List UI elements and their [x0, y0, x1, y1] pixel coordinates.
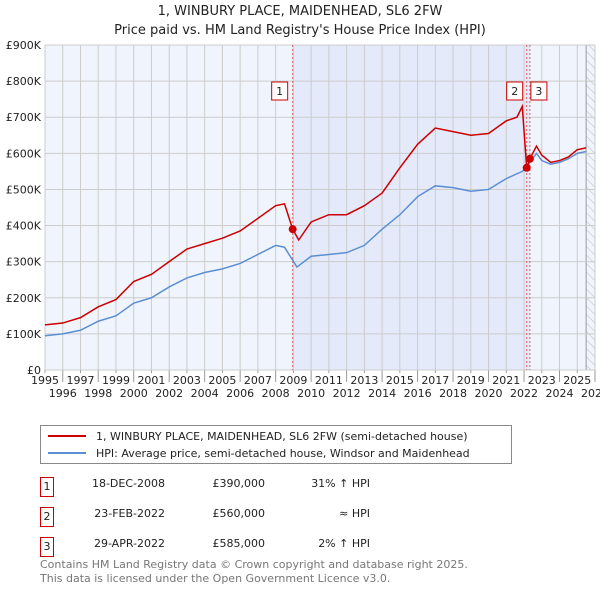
y-tick-label: £200K [6, 292, 42, 305]
transaction-number: 2 [40, 507, 54, 527]
x-tick-label: 2017 [421, 374, 449, 387]
x-tick-label: 2008 [262, 387, 290, 400]
y-tick-label: £300K [6, 256, 42, 269]
x-tick-label: 1997 [66, 374, 94, 387]
x-tick-label: 1998 [84, 387, 112, 400]
hpi-line [44, 150, 587, 337]
x-tick-label: 2026 [581, 387, 600, 400]
transaction-hpi: ≈ HPI [339, 507, 370, 520]
transaction-date: 23-FEB-2022 [94, 507, 165, 520]
x-tick-label: 2003 [173, 374, 201, 387]
transaction-label: 3 [535, 85, 542, 98]
x-tick-label: 2000 [120, 387, 148, 400]
legend-label: 1, WINBURY PLACE, MAIDENHEAD, SL6 2FW (s… [96, 429, 468, 443]
x-tick-label: 2004 [191, 387, 219, 400]
x-tick-label: 1999 [102, 374, 130, 387]
transaction-price: £390,000 [212, 477, 266, 490]
x-tick-label: 2011 [315, 374, 343, 387]
transaction-number: 1 [40, 477, 54, 497]
title-line-1: 1, WINBURY PLACE, MAIDENHEAD, SL6 2FW [157, 4, 443, 19]
transaction-row: 3 29-APR-2022 £585,000 2% ↑ HPI [40, 537, 380, 557]
y-tick-label: £900K [6, 39, 42, 52]
forecast-hatch [586, 45, 595, 370]
shaded-ownership-range [292, 45, 530, 370]
legend-label: HPI: Average price, semi-detached house,… [96, 446, 470, 460]
transaction-row: 1 18-DEC-2008 £390,000 31% ↑ HPI [40, 477, 380, 497]
x-tick-label: 2018 [439, 387, 467, 400]
transaction-price: £585,000 [212, 537, 266, 550]
legend: 1, WINBURY PLACE, MAIDENHEAD, SL6 2FW (s… [40, 425, 512, 464]
y-tick-label: £400K [6, 220, 42, 233]
y-tick-label: £0 [27, 364, 41, 377]
footer-line: Contains HM Land Registry data © Crown c… [40, 558, 468, 571]
transaction-label: 2 [511, 85, 518, 98]
x-tick-label: 2010 [297, 387, 325, 400]
x-tick-label: 1995 [31, 374, 59, 387]
y-tick-label: £700K [6, 111, 42, 124]
footer: Contains HM Land Registry data © Crown c… [40, 558, 468, 586]
transaction-date: 29-APR-2022 [93, 537, 165, 550]
x-tick-label: 2023 [528, 374, 556, 387]
y-tick-label: £800K [6, 75, 42, 88]
x-tick-label: 2020 [475, 387, 503, 400]
y-tick-label: £100K [6, 328, 42, 341]
x-tick-label: 2021 [492, 374, 520, 387]
title-line-2: Price paid vs. HM Land Registry's House … [114, 23, 486, 38]
transaction-point [525, 154, 534, 163]
transaction-hpi: 2% ↑ HPI [318, 537, 370, 550]
x-tick-label: 2002 [155, 387, 183, 400]
legend-swatch [48, 452, 86, 454]
x-tick-label: 2009 [279, 374, 307, 387]
transaction-label-box [530, 81, 548, 101]
transaction-date: 18-DEC-2008 [91, 477, 165, 490]
x-tick-label: 2019 [457, 374, 485, 387]
transaction-label-box [271, 81, 289, 101]
y-tick-label: £600K [6, 147, 42, 160]
transaction-label-box [506, 81, 524, 101]
legend-item-hpi: HPI: Average price, semi-detached house,… [48, 445, 470, 461]
transaction-point [522, 163, 531, 172]
x-tick-label: 2001 [137, 374, 165, 387]
x-tick-label: 2012 [333, 387, 361, 400]
transaction-label: 1 [276, 85, 283, 98]
transaction-point [288, 225, 297, 234]
x-tick-label: 2022 [510, 387, 538, 400]
transaction-hpi: 31% ↑ HPI [311, 477, 370, 490]
legend-swatch [48, 435, 86, 437]
x-tick-label: 2007 [244, 374, 272, 387]
footer-line: This data is licensed under the Open Gov… [40, 572, 391, 585]
transaction-number: 3 [40, 537, 54, 557]
x-tick-label: 2025 [563, 374, 591, 387]
property-price-line [44, 103, 587, 326]
x-tick-label: 2016 [404, 387, 432, 400]
price-chart: 1995199619971998199920002001200220032004… [6, 39, 600, 400]
x-tick-label: 2014 [368, 387, 396, 400]
x-tick-label: 2015 [386, 374, 414, 387]
x-tick-label: 2013 [350, 374, 378, 387]
x-tick-label: 2024 [546, 387, 574, 400]
chart-title: 1, WINBURY PLACE, MAIDENHEAD, SL6 2FW Pri… [0, 2, 600, 40]
y-tick-label: £500K [6, 183, 42, 196]
x-tick-label: 1996 [49, 387, 77, 400]
x-tick-label: 2006 [226, 387, 254, 400]
transaction-price: £560,000 [212, 507, 266, 520]
x-tick-label: 2005 [208, 374, 236, 387]
transaction-row: 2 23-FEB-2022 £560,000 ≈ HPI [40, 507, 380, 527]
legend-item-property: 1, WINBURY PLACE, MAIDENHEAD, SL6 2FW (s… [48, 428, 468, 444]
